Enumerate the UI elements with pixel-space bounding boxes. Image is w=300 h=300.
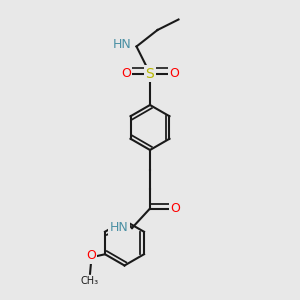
- Text: CH₃: CH₃: [81, 276, 99, 286]
- Text: S: S: [146, 67, 154, 80]
- Text: HN: HN: [113, 38, 132, 52]
- Text: O: O: [86, 249, 96, 262]
- Text: O: O: [121, 67, 131, 80]
- Text: O: O: [169, 67, 179, 80]
- Text: O: O: [170, 202, 180, 215]
- Text: HN: HN: [110, 220, 128, 234]
